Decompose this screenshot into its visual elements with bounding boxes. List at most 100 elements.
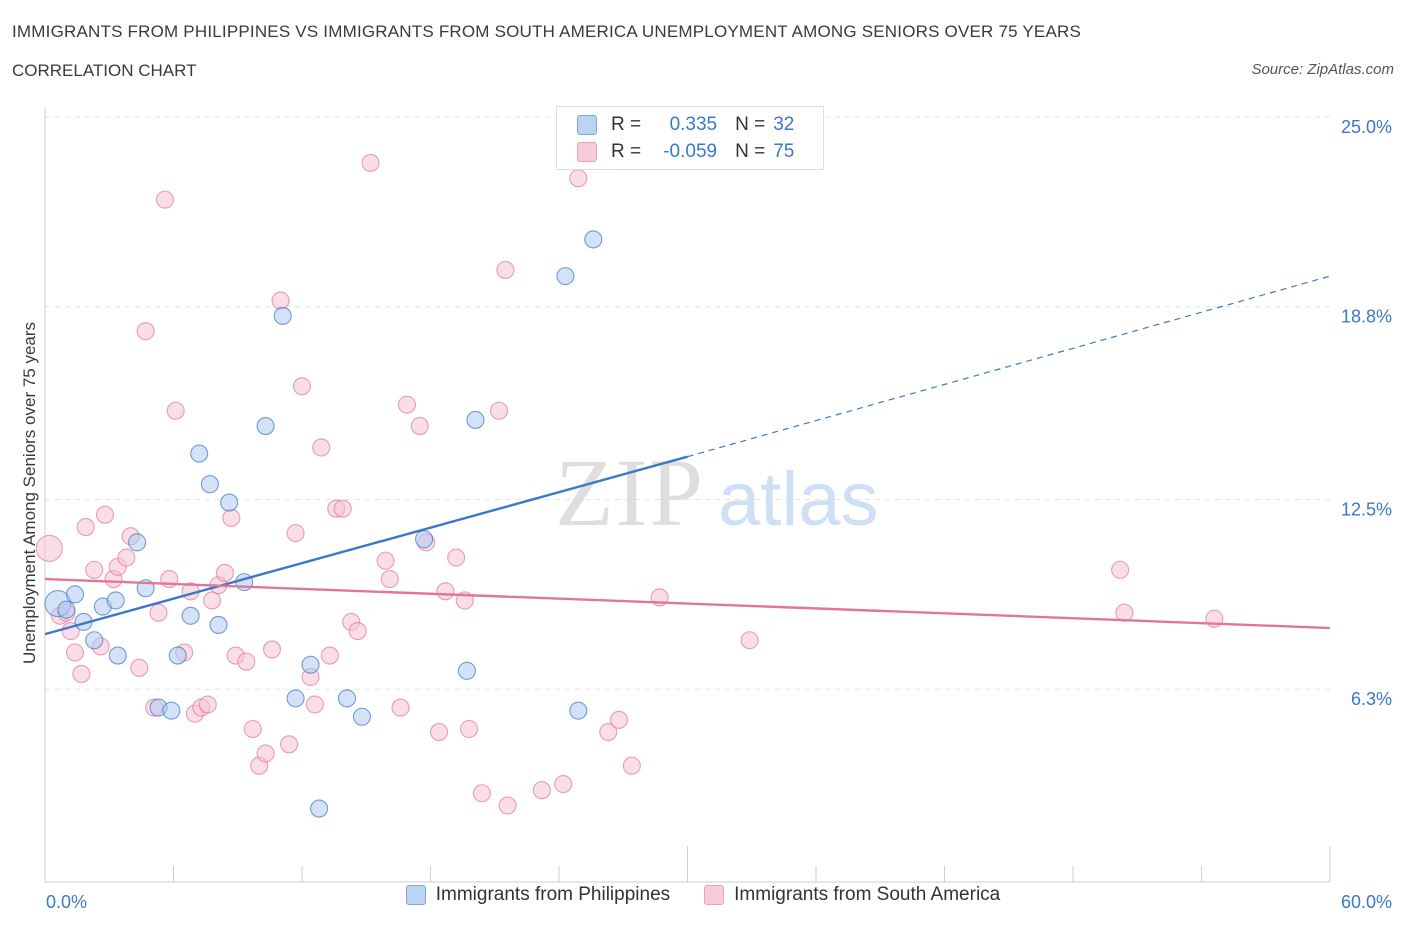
point-south-america (554, 775, 573, 794)
stats-n-value: 75 (773, 141, 795, 162)
point-philippines (190, 444, 209, 463)
y-axis-label: Unemployment Among Seniors over 75 years (20, 322, 39, 664)
trend-line-philippines-extension (687, 275, 1331, 458)
stats-n-label: N = (735, 141, 766, 162)
x-tick-label: 60.0% (1341, 892, 1392, 912)
point-south-america (286, 524, 305, 543)
point-south-america (348, 622, 367, 641)
point-south-america (237, 652, 256, 671)
point-south-america (292, 377, 312, 396)
point-philippines (584, 230, 603, 249)
legend-swatch-south-america (704, 885, 725, 905)
stats-swatch-philippines (577, 115, 597, 135)
point-philippines (200, 475, 219, 494)
point-philippines (181, 606, 200, 625)
point-philippines (162, 701, 181, 720)
trend-line-south-america (44, 577, 1331, 630)
point-south-america (609, 710, 629, 729)
x-tick-label: 0.0% (46, 892, 87, 912)
trend-line-philippines (44, 455, 688, 636)
point-south-america (76, 517, 95, 537)
point-philippines (301, 655, 320, 674)
point-philippines (57, 600, 76, 619)
point-south-america (85, 560, 104, 579)
point-philippines (457, 661, 476, 680)
point-south-america (95, 505, 115, 524)
x-tick-labels: 0.0% 60.0% (46, 892, 1392, 912)
point-philippines (85, 631, 104, 650)
point-south-america (380, 570, 399, 589)
stats-n-value: 32 (773, 114, 795, 135)
point-south-america (498, 796, 517, 815)
point-south-america (599, 723, 618, 742)
legend-item-south-america[interactable]: Immigrants from South America (704, 884, 1000, 906)
point-philippines (310, 799, 329, 818)
point-philippines (128, 533, 147, 552)
point-south-america (397, 395, 416, 414)
stats-r-label: R = (611, 114, 642, 135)
watermark-atlas: atlas (718, 457, 879, 542)
point-philippines (415, 530, 434, 549)
stats-r-value: -0.059 (663, 141, 718, 162)
point-philippines (556, 267, 575, 286)
point-philippines (106, 591, 125, 610)
point-south-america (496, 260, 515, 280)
trend-lines (44, 275, 1331, 636)
point-south-america (117, 548, 136, 567)
point-south-america (361, 153, 380, 172)
point-south-america (333, 499, 352, 518)
point-south-america (305, 695, 324, 714)
point-south-america (215, 563, 234, 582)
point-south-america (489, 401, 509, 420)
stats-n-label: N = (735, 114, 766, 135)
point-south-america (622, 756, 641, 775)
point-south-america (569, 169, 588, 188)
watermark: ZIP atlas (555, 439, 879, 546)
point-south-america (149, 603, 168, 622)
point-south-america (312, 438, 331, 457)
watermark-zip: ZIP (555, 439, 705, 546)
legend-label-philippines: Immigrants from Philippines (435, 884, 671, 905)
point-south-america (256, 744, 275, 763)
point-south-america (1115, 603, 1134, 622)
point-south-america (410, 417, 429, 436)
point-south-america (271, 291, 290, 310)
point-philippines (209, 615, 228, 635)
point-philippines (337, 689, 357, 708)
point-south-america (65, 643, 85, 662)
y-tick-label: 6.3% (1351, 689, 1392, 709)
legend-item-philippines[interactable]: Immigrants from Philippines (405, 884, 671, 906)
point-south-america (262, 640, 282, 659)
point-south-america (436, 582, 455, 601)
stats-r-label: R = (611, 141, 642, 162)
point-south-america (243, 719, 262, 739)
point-philippines (569, 701, 588, 720)
chart-title: IMMIGRANTS FROM PHILIPPINES VS IMMIGRANT… (12, 22, 1082, 41)
y-tick-label: 25.0% (1341, 117, 1392, 137)
y-tick-labels: 25.0% 18.8% 12.5% 6.3% (1341, 117, 1392, 709)
point-philippines (286, 689, 305, 708)
stats-r-value: 0.335 (669, 114, 718, 135)
point-south-america (130, 658, 149, 677)
legend-swatch-philippines (405, 885, 426, 905)
point-south-america (166, 401, 185, 420)
point-south-america (280, 735, 299, 754)
point-south-america (447, 548, 466, 567)
point-philippines (466, 410, 485, 429)
point-south-america (472, 784, 491, 803)
point-south-america (740, 631, 759, 650)
point-philippines (256, 417, 275, 436)
point-south-america (72, 664, 91, 683)
point-south-america (222, 508, 241, 527)
point-south-america (155, 190, 174, 209)
stats-box: R = 0.335 N = 32 R = -0.059 N = 75 (556, 106, 824, 170)
point-philippines (65, 585, 85, 604)
point-south-america (532, 781, 551, 800)
point-philippines (273, 306, 292, 325)
point-south-america (391, 698, 410, 717)
point-south-america (376, 551, 395, 570)
point-philippines (352, 707, 372, 726)
y-tick-label: 18.8% (1341, 307, 1392, 327)
point-south-america (459, 719, 479, 739)
point-south-america (1111, 560, 1130, 579)
